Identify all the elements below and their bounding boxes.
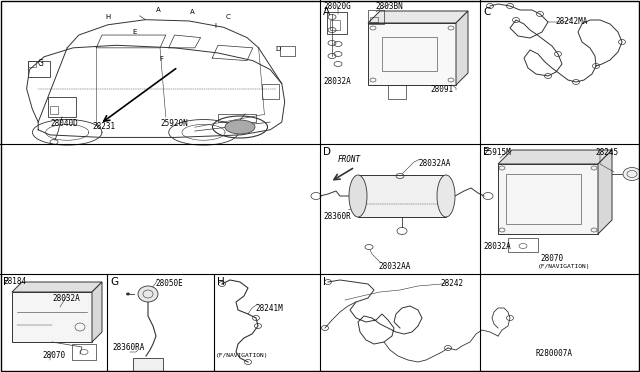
Text: E: E: [133, 29, 137, 35]
Text: H: H: [106, 14, 111, 20]
Text: 28032AA: 28032AA: [418, 159, 451, 168]
Ellipse shape: [126, 292, 130, 295]
Text: 28032A: 28032A: [483, 242, 511, 251]
Bar: [382, 37, 437, 71]
Ellipse shape: [138, 286, 158, 302]
Text: 28245: 28245: [595, 148, 618, 157]
Ellipse shape: [437, 175, 455, 217]
Text: C: C: [226, 14, 230, 20]
Text: (F/NAVIGATION): (F/NAVIGATION): [216, 353, 269, 358]
Bar: [327, 12, 347, 34]
Text: (F/NAVIGATION): (F/NAVIGATION): [538, 264, 591, 269]
Text: 25915M: 25915M: [483, 148, 511, 157]
Bar: [388, 85, 406, 99]
Text: G: G: [38, 60, 44, 68]
Polygon shape: [368, 11, 468, 23]
Bar: [72, 344, 96, 360]
Bar: [48, 97, 76, 117]
Text: E: E: [483, 147, 490, 157]
Bar: [218, 115, 256, 122]
Bar: [368, 23, 456, 85]
Text: I: I: [323, 277, 326, 287]
Text: 28091: 28091: [430, 85, 453, 94]
Text: D: D: [275, 46, 280, 52]
Bar: [12, 292, 92, 342]
Text: 28020G: 28020G: [323, 2, 351, 11]
Polygon shape: [456, 11, 468, 85]
Text: F: F: [159, 56, 163, 62]
Bar: [508, 238, 538, 252]
Bar: [28, 61, 36, 67]
Text: 25920N: 25920N: [160, 119, 188, 128]
Text: 28032A: 28032A: [323, 77, 351, 86]
Ellipse shape: [225, 120, 255, 134]
Polygon shape: [92, 282, 102, 342]
Text: 28032AA: 28032AA: [378, 262, 410, 271]
Text: 28360R: 28360R: [323, 212, 351, 221]
Text: 28050E: 28050E: [155, 279, 183, 288]
Text: A: A: [156, 7, 161, 13]
Text: 28032A: 28032A: [52, 294, 80, 303]
Text: 28242MA: 28242MA: [555, 17, 588, 26]
Bar: [498, 164, 598, 234]
Text: D: D: [323, 147, 331, 157]
Bar: [133, 358, 163, 372]
Bar: [330, 20, 340, 30]
Text: R280007A: R280007A: [535, 349, 572, 358]
Text: 28040D: 28040D: [50, 119, 77, 128]
Text: 28241M: 28241M: [255, 304, 283, 313]
Bar: [506, 174, 581, 224]
Text: A: A: [323, 7, 330, 17]
Polygon shape: [498, 150, 612, 164]
Text: H: H: [217, 277, 225, 287]
Text: A: A: [189, 9, 195, 15]
Bar: [368, 10, 384, 24]
Bar: [50, 106, 58, 114]
Text: 28184: 28184: [3, 277, 26, 286]
Text: 28070: 28070: [540, 254, 563, 263]
Bar: [280, 46, 295, 56]
Bar: [262, 84, 279, 99]
Text: F: F: [3, 277, 9, 287]
Polygon shape: [598, 150, 612, 234]
Bar: [358, 175, 446, 217]
Text: 28360RA: 28360RA: [112, 343, 145, 352]
Text: 28231: 28231: [92, 122, 115, 131]
Bar: [28, 61, 50, 77]
Ellipse shape: [623, 167, 640, 180]
Ellipse shape: [349, 175, 367, 217]
Text: 28070: 28070: [42, 351, 65, 360]
Text: G: G: [110, 277, 118, 287]
Text: C: C: [483, 7, 490, 17]
Polygon shape: [12, 282, 102, 292]
Text: I: I: [214, 23, 216, 29]
Text: 2803BN: 2803BN: [375, 2, 403, 11]
Text: FRONT: FRONT: [338, 155, 361, 164]
Bar: [370, 17, 378, 22]
Text: 28242: 28242: [440, 279, 463, 288]
